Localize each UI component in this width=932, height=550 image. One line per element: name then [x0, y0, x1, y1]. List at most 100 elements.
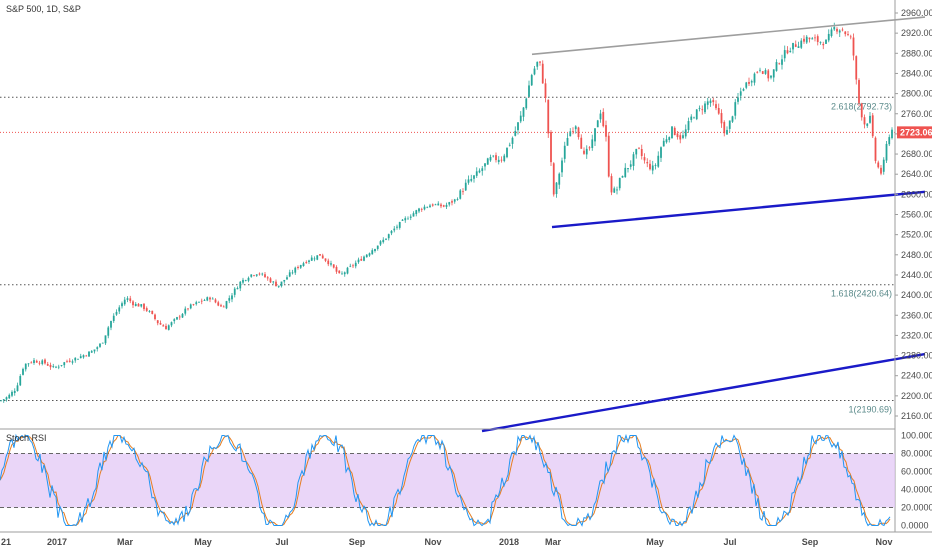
candle-body [195, 302, 198, 305]
candle-body [808, 37, 811, 40]
candle-body [63, 362, 66, 366]
candle-body [517, 122, 519, 131]
candle-body [701, 109, 704, 111]
candle-body [429, 205, 431, 208]
candle-body [118, 307, 121, 312]
candle-body [698, 107, 701, 109]
candle-body [156, 320, 159, 324]
chart-title: S&P 500, 1D, S&P [6, 4, 81, 14]
candle-body [874, 137, 877, 161]
candle-body [423, 206, 426, 210]
candle-body [673, 127, 676, 136]
candle-body [288, 272, 291, 277]
candle-body [434, 204, 437, 206]
candle-body [409, 216, 412, 218]
candle-body [412, 213, 415, 217]
candle-body [165, 325, 167, 330]
candle-body [541, 63, 544, 84]
candle-body [651, 165, 654, 171]
price-tick-label: 2600.00 [901, 189, 932, 199]
candle-body [833, 27, 836, 30]
time-tick-label: Sep [802, 537, 819, 547]
candle-body [302, 263, 305, 267]
candle-body [426, 206, 429, 208]
candle-body [305, 262, 308, 264]
candle-body [822, 43, 825, 46]
candle-body [35, 360, 38, 363]
candle-body [704, 103, 706, 113]
indicator-tick-label: 0.0000 [901, 521, 929, 531]
candle-body [558, 173, 561, 185]
candle-body [346, 267, 349, 274]
candle-body [236, 288, 239, 290]
candle-body [871, 115, 874, 137]
price-tick-label: 2280.00 [901, 351, 932, 361]
price-tick-label: 2160.00 [901, 411, 932, 421]
candle-body [649, 163, 651, 170]
price-tick-label: 2560.00 [901, 210, 932, 220]
candle-body [354, 262, 357, 267]
candle-body [618, 177, 621, 189]
candle-body [759, 69, 761, 71]
candle-body [792, 42, 794, 50]
stoch-k-line [0, 433, 891, 527]
candle-body [805, 36, 808, 43]
price-pane[interactable]: 2.618(2792.73)1.618(2420.64)1(2190.69) [0, 16, 926, 433]
candle-body [137, 303, 140, 307]
candle-body [148, 310, 151, 312]
candle-body [665, 139, 668, 143]
indicator-tick-label: 60.0000 [901, 467, 932, 477]
time-tick-label: Nov [424, 537, 441, 547]
candle-body [643, 157, 646, 161]
candle-body [456, 199, 459, 200]
candle-body [561, 160, 563, 173]
candle-body [310, 257, 313, 261]
candle-body [206, 297, 209, 301]
stoch-rsi-pane[interactable] [0, 433, 895, 527]
time-axis[interactable]: 21 2017 Mar May Jul Sep Nov 2018 Mar May Jul Sep Nov [1, 537, 893, 547]
candle-body [140, 304, 143, 307]
price-tick-label: 2320.00 [901, 330, 932, 340]
indicator-axis[interactable]: 100.0000 80.0000 60.0000 40.0000 20.0000 0.00… [901, 431, 932, 531]
candle-body [786, 50, 789, 54]
candle-body [613, 188, 616, 193]
price-axis[interactable]: 2960.00 2920.00 2880.00 2840.00 2800.00 2760.… [895, 8, 932, 421]
candle-body [847, 34, 849, 35]
candle-body [547, 99, 550, 134]
candle-body [825, 39, 827, 44]
candle-body [112, 315, 115, 321]
candle-body [99, 343, 101, 347]
candle-body [66, 361, 68, 363]
candle-body [591, 139, 594, 148]
time-tick-label: Sep [349, 537, 366, 547]
candle-body [233, 288, 236, 295]
candle-body [401, 219, 404, 221]
candle-body [602, 111, 605, 127]
candle-body [742, 89, 745, 91]
candle-body [244, 280, 247, 281]
candle-body [772, 69, 775, 78]
candle-body [459, 190, 462, 199]
candle-body [789, 50, 792, 53]
indicator-tick-label: 20.0000 [901, 503, 932, 513]
candle-body [145, 308, 148, 311]
candle-body [178, 316, 181, 318]
candle-body [470, 178, 473, 181]
candle-body [511, 137, 514, 144]
last-price-label: 2723.06 [900, 127, 932, 137]
candle-body [16, 385, 19, 392]
candle-body [308, 260, 310, 263]
candle-body [552, 163, 555, 195]
candle-body [860, 103, 863, 118]
time-tick-label: May [194, 537, 212, 547]
candle-body [8, 394, 11, 399]
candle-body [225, 301, 228, 309]
candle-body [451, 201, 453, 203]
trendline [531, 16, 926, 56]
candle-body [525, 98, 528, 109]
candle-body [173, 319, 176, 322]
candle-body [750, 81, 753, 83]
candle-body [22, 368, 24, 375]
candle-body [0, 400, 2, 402]
